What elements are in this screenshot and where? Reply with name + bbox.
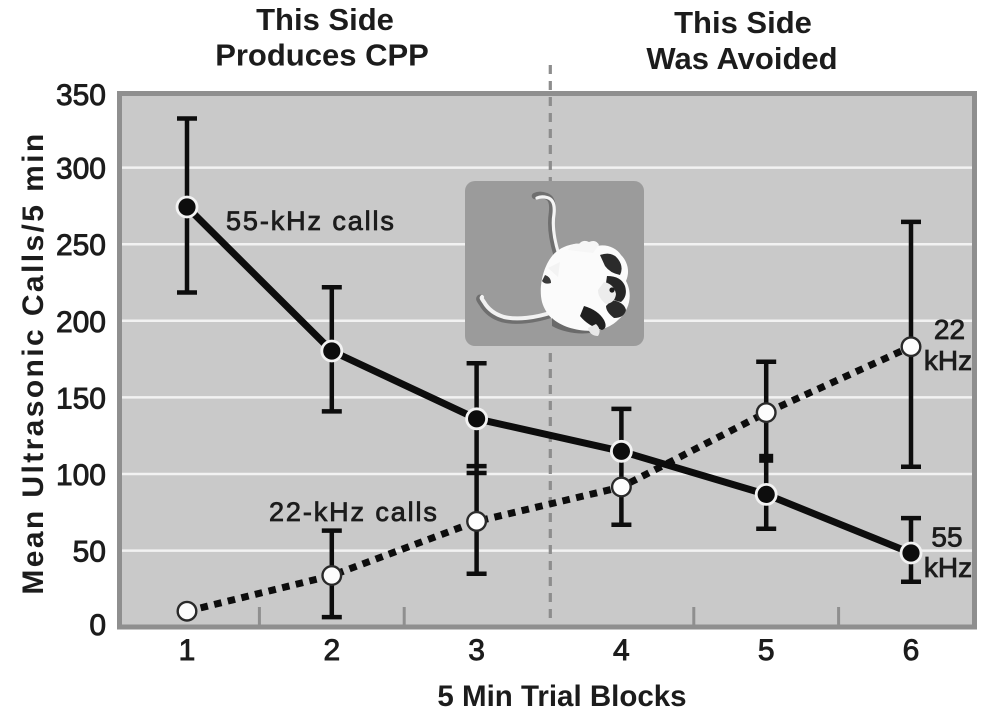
svg-text:300: 300 bbox=[56, 153, 106, 186]
svg-text:This Side: This Side bbox=[256, 2, 394, 37]
svg-text:4: 4 bbox=[613, 634, 630, 667]
svg-text:150: 150 bbox=[56, 382, 106, 415]
svg-text:5 Min Trial Blocks: 5 Min Trial Blocks bbox=[437, 680, 686, 712]
svg-text:1: 1 bbox=[179, 634, 196, 667]
svg-text:0: 0 bbox=[89, 609, 106, 642]
svg-text:Produces CPP: Produces CPP bbox=[215, 38, 429, 73]
svg-text:This Side: This Side bbox=[674, 5, 812, 40]
svg-text:100: 100 bbox=[56, 459, 106, 492]
svg-text:200: 200 bbox=[56, 306, 106, 339]
svg-text:55-kHz calls: 55-kHz calls bbox=[226, 206, 396, 236]
svg-text:350: 350 bbox=[56, 79, 106, 112]
svg-text:6: 6 bbox=[903, 634, 920, 667]
svg-text:2: 2 bbox=[323, 634, 340, 667]
svg-text:22: 22 bbox=[934, 314, 965, 345]
svg-text:kHz: kHz bbox=[924, 552, 972, 583]
svg-text:55: 55 bbox=[931, 522, 962, 553]
svg-text:22-kHz calls: 22-kHz calls bbox=[269, 497, 439, 527]
svg-text:Mean Ultrasonic Calls/5 min: Mean Ultrasonic Calls/5 min bbox=[17, 131, 50, 594]
svg-text:kHz: kHz bbox=[924, 345, 972, 376]
svg-text:250: 250 bbox=[56, 229, 106, 262]
svg-text:50: 50 bbox=[73, 536, 106, 569]
svg-text:3: 3 bbox=[468, 634, 485, 667]
svg-text:Was Avoided: Was Avoided bbox=[646, 41, 837, 76]
svg-text:5: 5 bbox=[758, 634, 775, 667]
